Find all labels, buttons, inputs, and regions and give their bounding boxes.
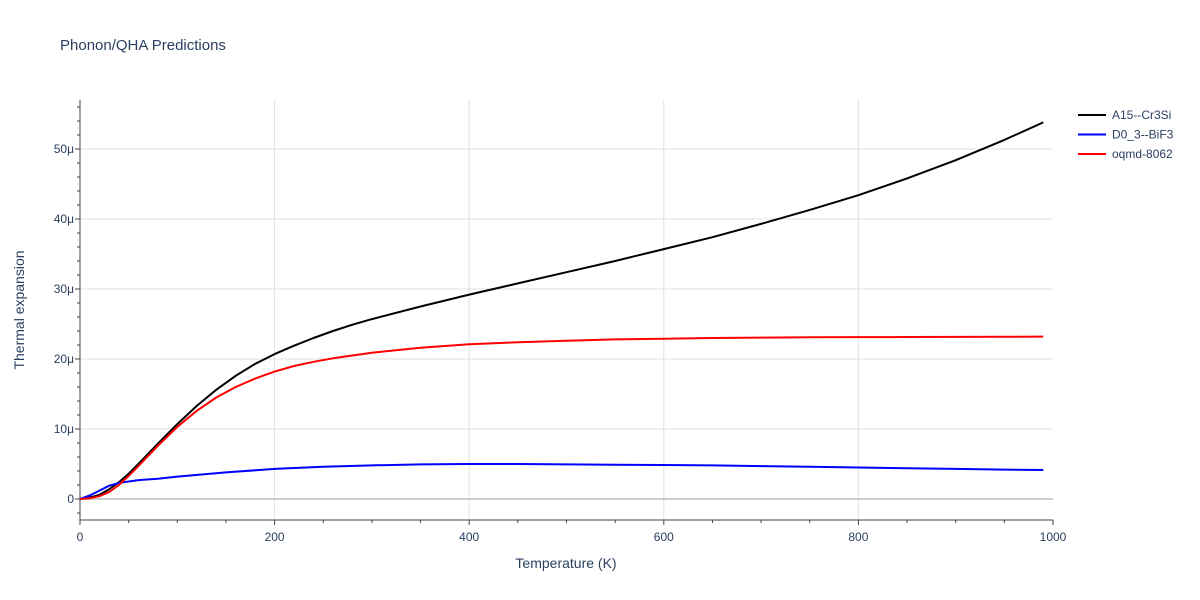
series-line-2	[79, 463, 1044, 500]
x-tick-label: 200	[265, 530, 285, 544]
y-tick-label: 0	[67, 492, 74, 506]
y-tick-label: 30μ	[54, 282, 74, 296]
x-tick-label: 800	[848, 530, 868, 544]
legend-label-2: D0_3--BiF3	[1112, 128, 1174, 142]
y-axis-label: Thermal expansion	[11, 250, 27, 369]
x-tick-label: 400	[459, 530, 479, 544]
y-tick-label: 40μ	[54, 212, 74, 226]
x-tick-label: 1000	[1040, 530, 1067, 544]
x-tick-label: 0	[77, 530, 84, 544]
legend-label-3: oqmd-8062	[1112, 147, 1173, 161]
series-line-3	[79, 335, 1044, 500]
legend-label-1: A15--Cr3Si	[1112, 108, 1171, 122]
y-tick-label: 20μ	[54, 352, 74, 366]
legend: A15--Cr3Si D0_3--BiF3 oqmd-8062	[1078, 108, 1174, 161]
axes: 0 200 400 600 800 1000 0 10μ 20μ 30μ 40μ 50μ	[54, 100, 1067, 544]
y-tick-label: 10μ	[54, 422, 74, 436]
series-group	[79, 121, 1044, 500]
series-line-1	[79, 121, 1044, 500]
y-tick-label: 50μ	[54, 142, 74, 156]
grid	[80, 100, 1053, 520]
chart-title: Phonon/QHA Predictions	[60, 37, 226, 54]
x-tick-label: 600	[654, 530, 674, 544]
x-axis-label: Temperature (K)	[515, 555, 616, 571]
